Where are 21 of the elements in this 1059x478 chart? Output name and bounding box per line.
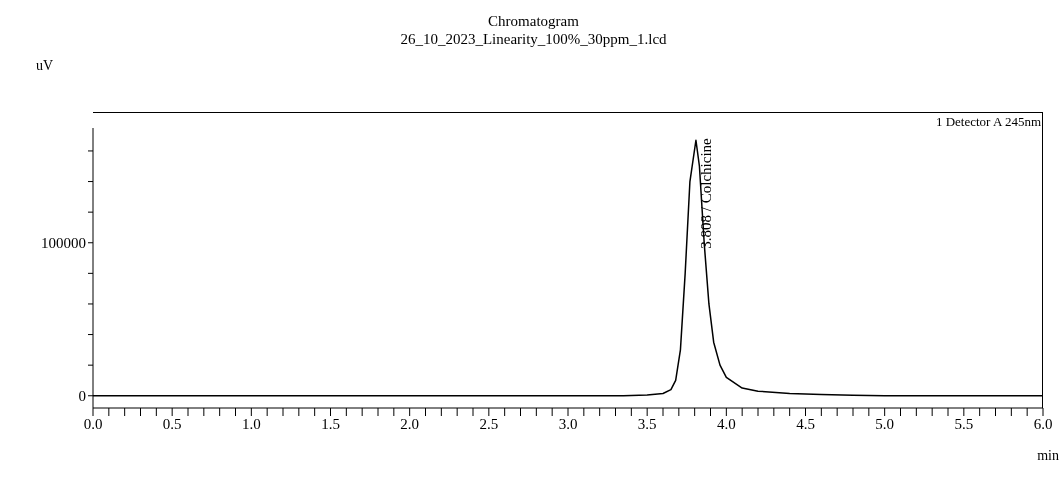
x-tick-label: 3.0 <box>558 415 578 432</box>
x-tick-label: 2.5 <box>479 415 499 432</box>
x-tick-label: 6.0 <box>1033 415 1053 432</box>
text: 1 Detector A 245nm <box>935 114 1041 129</box>
x-tick-label: 1.5 <box>321 415 340 432</box>
x-tick-label: 0.0 <box>83 415 103 432</box>
y-axis-title: uV <box>36 58 54 74</box>
chart-subtitle: 26_10_2023_Linearity_100%_30ppm_1.lcd <box>399 30 668 48</box>
x-tick-label: 2.0 <box>400 415 420 432</box>
y-tick-label: 100000 <box>41 235 86 252</box>
x-tick-label: 0.5 <box>162 415 182 432</box>
annotation: 3.808 / Colchicine <box>698 137 715 249</box>
x-tick-label: 3.5 <box>637 415 657 432</box>
x-tick-label: 5.0 <box>875 415 895 432</box>
chart-title: Chromatogram <box>487 12 580 30</box>
x-tick-label: 1.0 <box>241 415 261 432</box>
x-tick-label: 5.5 <box>954 415 974 432</box>
y-tick-label: 0 <box>78 388 86 405</box>
x-tick-label: 4.0 <box>716 415 736 432</box>
x-axis-title: min <box>1037 448 1059 464</box>
x-tick-label: 4.5 <box>796 415 815 432</box>
